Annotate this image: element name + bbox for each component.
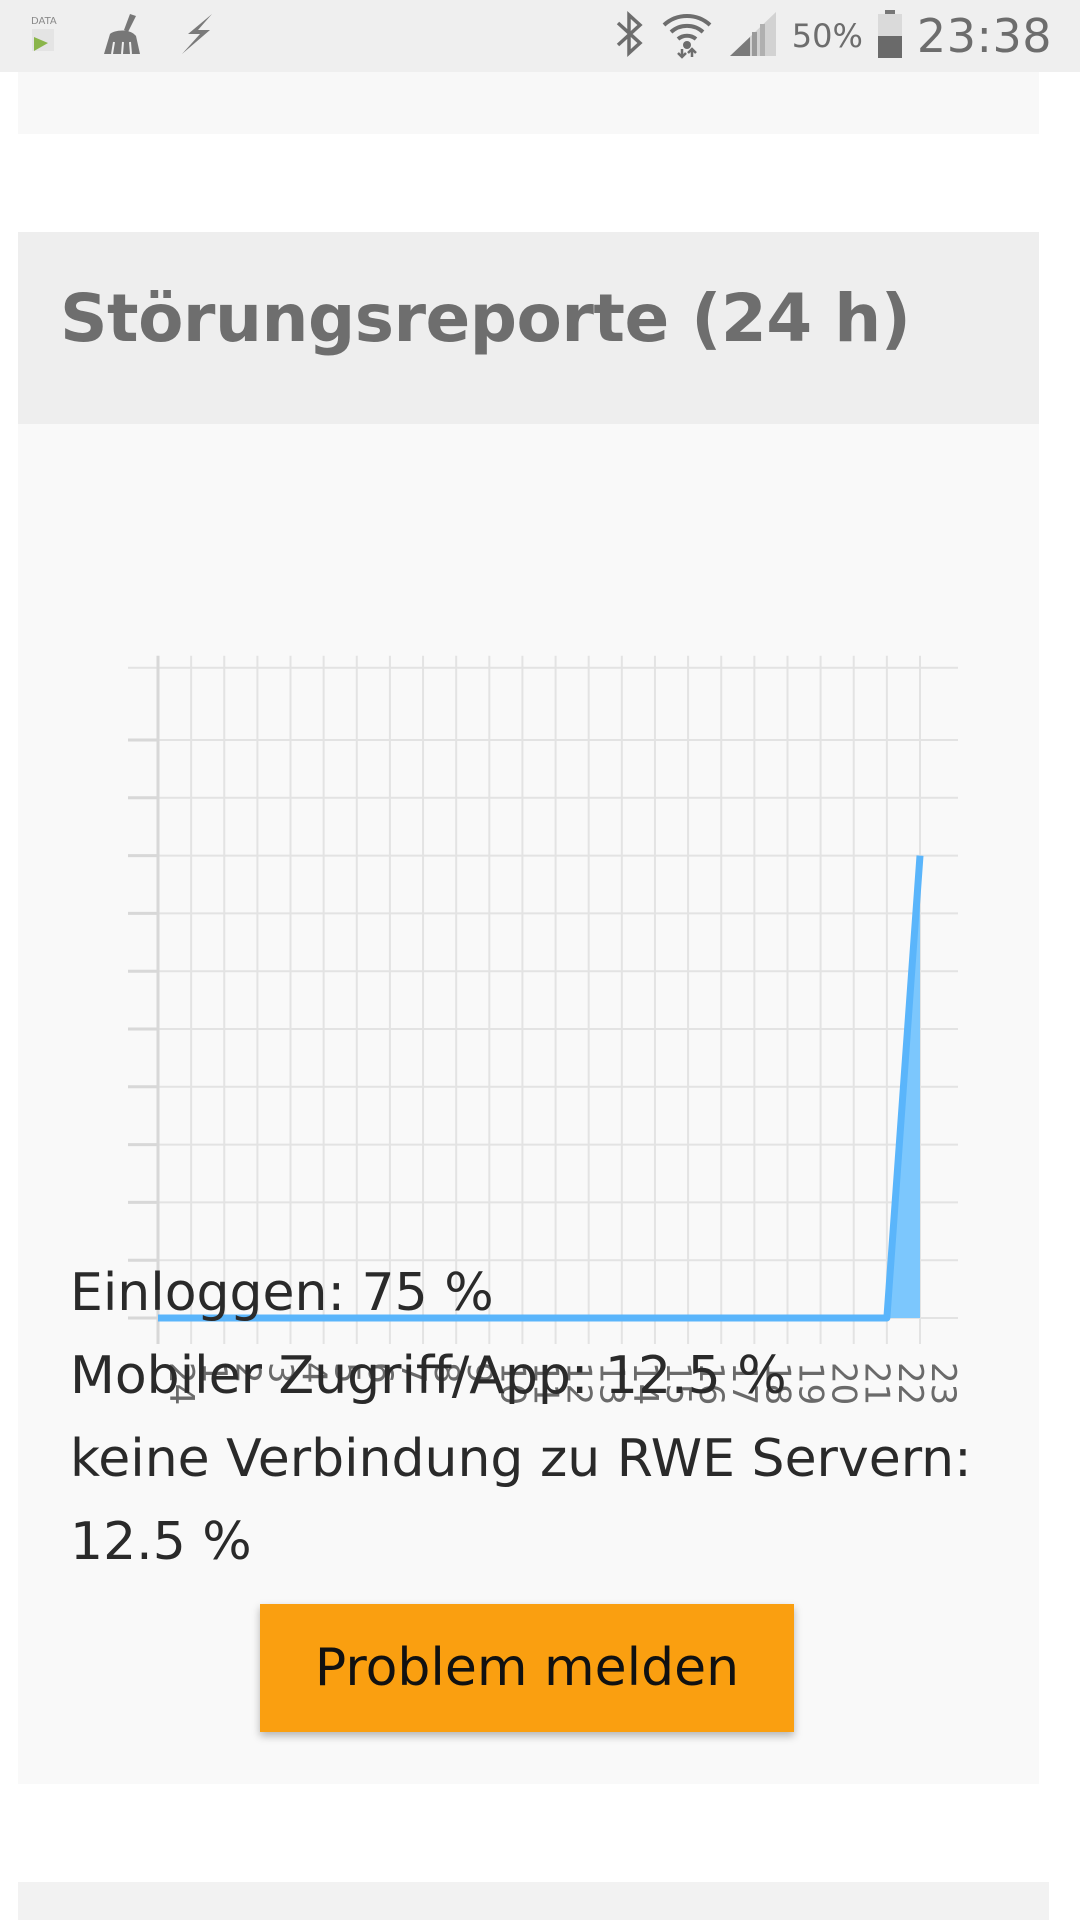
bolt-icon — [178, 12, 218, 60]
clock: 23:38 — [916, 9, 1052, 63]
data-indicator-text: DATA — [31, 16, 57, 27]
chart-xtick-label: 12 — [559, 1362, 599, 1405]
chart-xtick-label: 7 — [393, 1362, 433, 1384]
outage-report-card: Störungsreporte (24 h) 24 1 2 3 4 5 6 7 8 9 10 11 12… — [18, 232, 1039, 1784]
chart-xtick-label: 9 — [459, 1362, 499, 1384]
chart-xtick-label: 22 — [890, 1362, 930, 1405]
status-bar: DATA — [0, 0, 1080, 72]
chart-xtick-label: 18 — [757, 1362, 797, 1405]
chart-xtick-label: 4 — [294, 1362, 334, 1384]
chart-xtick-label: 3 — [260, 1362, 300, 1384]
stat-login: Einloggen: 75 % — [70, 1263, 494, 1323]
chart-xtick-label: 14 — [625, 1362, 665, 1405]
status-bar-right: 50% 23:38 — [612, 0, 1052, 72]
signal-icon — [728, 10, 778, 62]
status-bar-left: DATA — [28, 10, 218, 62]
chart-xtick-label: 2 — [227, 1362, 267, 1384]
battery-percent: 50% — [791, 17, 863, 55]
report-problem-button[interactable]: Problem melden — [260, 1604, 794, 1732]
card-header: Störungsreporte (24 h) — [18, 232, 1039, 424]
next-card — [18, 1882, 1049, 1920]
stats-list: Einloggen: 75 % Mobiler Zugriff/App: 12.… — [70, 1252, 1010, 1584]
chart-xtick-label: 24 — [161, 1362, 201, 1405]
battery-icon — [877, 9, 903, 63]
stat-mobile-app: Mobiler Zugriff/App: 12.5 % — [70, 1346, 787, 1406]
chart-xtick-label: 10 — [492, 1362, 532, 1405]
chart-xtick-label: 8 — [426, 1362, 466, 1384]
broom-icon — [100, 12, 148, 60]
chart-xtick-label: 21 — [857, 1362, 897, 1405]
data-icon: DATA — [28, 13, 70, 59]
chart-series-line — [158, 855, 924, 1322]
chart-xtick-label: 16 — [691, 1362, 731, 1405]
bluetooth-icon — [612, 11, 646, 61]
chart-xtick-label: 19 — [790, 1362, 830, 1405]
chart-xtick-label: 17 — [724, 1362, 764, 1405]
chart-xtick-label: 20 — [824, 1362, 864, 1405]
chart-xtick-label: 5 — [327, 1362, 367, 1384]
chart-xtick-label: 23 — [923, 1362, 963, 1405]
card-title: Störungsreporte (24 h) — [60, 280, 911, 357]
stat-no-connection-value: 12.5 % — [70, 1512, 252, 1572]
previous-card — [18, 72, 1039, 134]
chart-xtick-label: 1 — [194, 1362, 234, 1384]
chart-xtick-label: 13 — [592, 1362, 632, 1405]
stat-no-connection-label: keine Verbindung zu RWE Servern: — [70, 1429, 972, 1489]
chart-xtick-label: 11 — [525, 1362, 565, 1405]
chart-xtick-label: 15 — [658, 1362, 698, 1405]
wifi-icon — [660, 9, 714, 63]
chart-xtick-label: 6 — [360, 1362, 400, 1384]
